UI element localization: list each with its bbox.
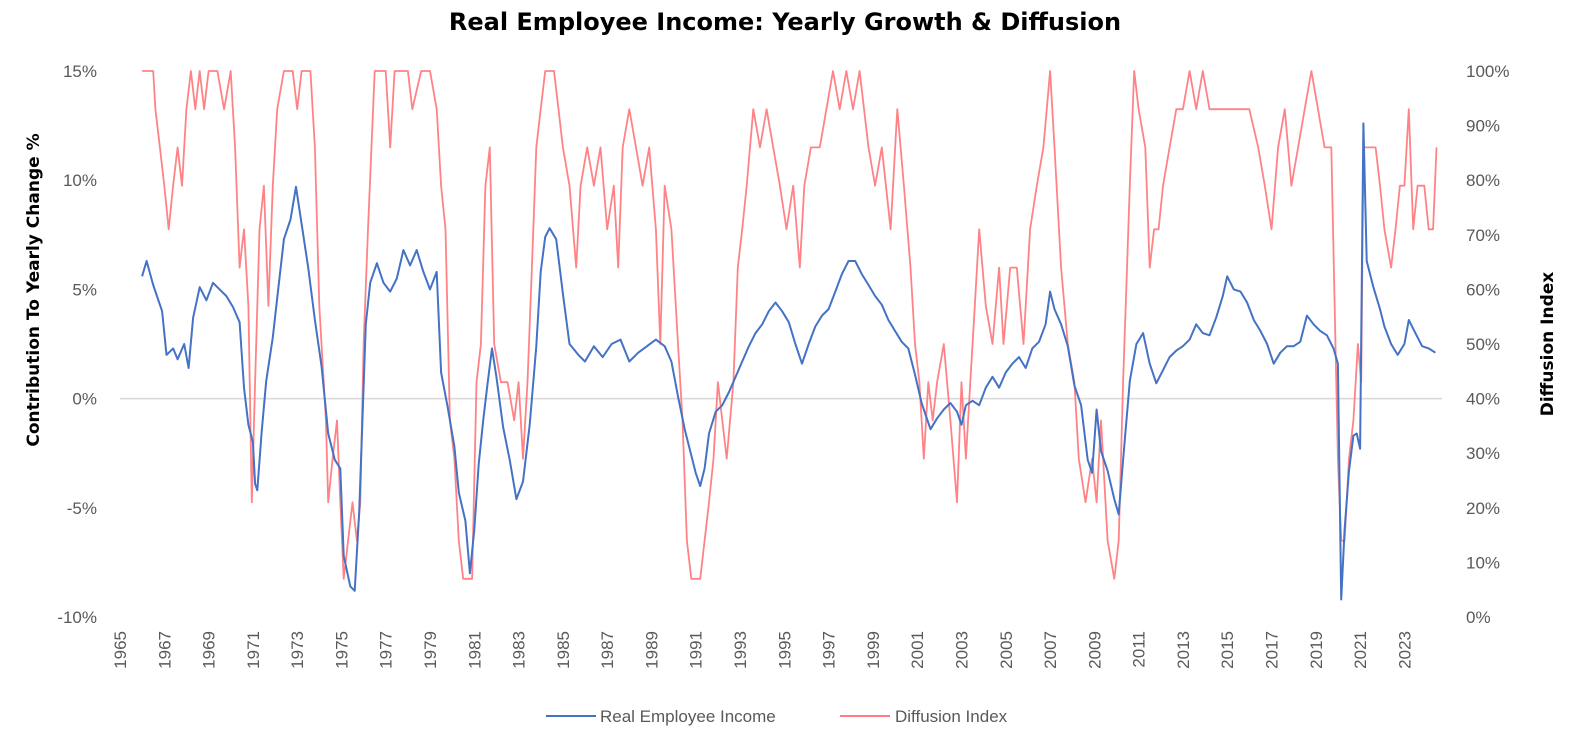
legend-label-diffusion-index: Diffusion Index [895, 707, 1008, 726]
x-tick-label: 1985 [554, 631, 573, 669]
left-tick-label: 10% [63, 171, 97, 190]
left-axis-title: Contribution To Yearly Change % [24, 133, 44, 446]
left-tick-label: 15% [63, 62, 97, 81]
left-axis-ticks: -10% -5% 0% 5% 10% 15% [57, 62, 97, 627]
left-tick-label: -5% [67, 499, 97, 518]
x-tick-label: 1999 [864, 631, 883, 669]
right-tick-label: 60% [1466, 280, 1500, 299]
x-tick-label: 2021 [1351, 631, 1370, 669]
x-tick-label: 1967 [155, 631, 174, 669]
x-tick-label: 2015 [1218, 631, 1237, 669]
right-tick-label: 0% [1466, 608, 1491, 627]
right-tick-label: 30% [1466, 444, 1500, 463]
series-layer [141, 70, 1438, 601]
x-tick-label: 2001 [908, 631, 927, 669]
x-tick-label: 1973 [288, 631, 307, 669]
x-tick-label: 1995 [775, 631, 794, 669]
right-tick-label: 50% [1466, 335, 1500, 354]
legend-label-real-employee-income: Real Employee Income [600, 707, 776, 726]
chart-title: Real Employee Income: Yearly Growth & Di… [449, 8, 1121, 36]
left-tick-label: 0% [72, 390, 97, 409]
right-tick-label: 100% [1466, 62, 1509, 81]
right-tick-label: 80% [1466, 171, 1500, 190]
x-tick-label: 2019 [1307, 631, 1326, 669]
x-axis-ticks: 1965 1967 1969 1971 1973 1975 1977 1979 1981 1983… [111, 631, 1414, 669]
series-line-real-employee-income [141, 122, 1436, 601]
x-tick-label: 2003 [952, 631, 971, 669]
x-tick-label: 1971 [244, 631, 263, 669]
x-tick-label: 1997 [820, 631, 839, 669]
left-tick-label: 5% [72, 280, 97, 299]
right-tick-label: 40% [1466, 390, 1500, 409]
x-tick-label: 1969 [200, 631, 219, 669]
x-tick-label: 1981 [465, 631, 484, 669]
x-tick-label: 1987 [598, 631, 617, 669]
x-tick-label: 1991 [687, 631, 706, 669]
right-axis-ticks: 0% 10% 20% 30% 40% 50% 60% 70% 80% 90% 100% [1466, 62, 1509, 627]
x-tick-label: 2013 [1174, 631, 1193, 669]
legend: Real Employee Income Diffusion Index [546, 707, 1008, 726]
x-tick-label: 1977 [377, 631, 396, 669]
x-tick-label: 1979 [421, 631, 440, 669]
x-tick-label: 1983 [510, 631, 529, 669]
right-tick-label: 20% [1466, 499, 1500, 518]
x-tick-label: 1975 [332, 631, 351, 669]
x-tick-label: 2011 [1130, 631, 1149, 668]
right-tick-label: 70% [1466, 226, 1500, 245]
left-tick-label: -10% [57, 608, 97, 627]
right-tick-label: 10% [1466, 553, 1500, 572]
x-tick-label: 2005 [997, 631, 1016, 669]
x-tick-label: 2023 [1395, 631, 1414, 669]
right-tick-label: 90% [1466, 117, 1500, 136]
right-axis-title: Diffusion Index [1538, 272, 1558, 417]
x-tick-label: 1989 [642, 631, 661, 669]
x-tick-label: 2009 [1085, 631, 1104, 669]
x-tick-label: 2007 [1041, 631, 1060, 669]
x-tick-label: 2017 [1262, 631, 1281, 669]
x-tick-label: 1993 [731, 631, 750, 669]
series-line-diffusion-index [142, 70, 1438, 580]
x-tick-label: 1965 [111, 631, 130, 669]
